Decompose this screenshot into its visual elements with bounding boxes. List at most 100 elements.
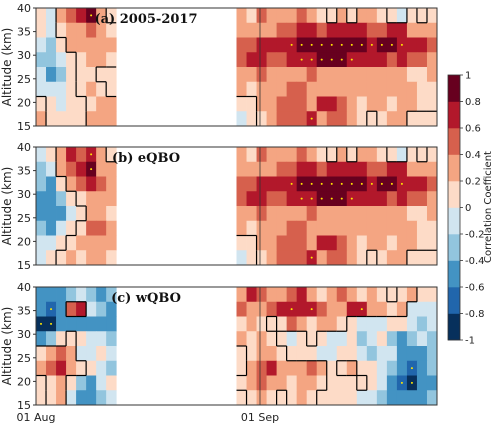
heatmap-cell (96, 375, 107, 391)
heatmap-cell (266, 301, 278, 317)
heatmap-cell (36, 346, 47, 362)
heatmap-cell (106, 220, 117, 236)
heatmap-cell (56, 8, 67, 24)
heatmap-cell (366, 346, 378, 362)
heatmap-cell (86, 176, 97, 192)
heatmap-cell (366, 96, 378, 112)
heatmap-cell (406, 235, 418, 251)
heatmap-cell (326, 287, 338, 303)
heatmap-cell (246, 375, 257, 391)
y-tick-label: 30 (17, 328, 31, 341)
heatmap-cell (276, 147, 288, 163)
heatmap-cell (316, 360, 328, 376)
heatmap-cell (386, 250, 398, 266)
heatmap-cell (46, 331, 57, 347)
significance-dot (310, 197, 313, 200)
heatmap-cell (246, 81, 257, 97)
heatmap-cell (266, 250, 278, 266)
heatmap-cell (396, 301, 408, 317)
heatmap-cell (376, 22, 388, 38)
heatmap-cell (336, 360, 348, 376)
heatmap-cell (66, 287, 77, 303)
heatmap-cell (426, 22, 438, 38)
significance-dot (350, 197, 353, 200)
heatmap-cell (416, 96, 428, 112)
heatmap-cell (416, 220, 428, 236)
heatmap-cell (296, 360, 308, 376)
heatmap-cell (386, 8, 398, 24)
axes-frame (35, 146, 438, 266)
heatmap-cell (276, 67, 288, 83)
heatmap-cell (56, 301, 67, 317)
heatmap-cell (86, 52, 97, 68)
heatmap-cell (66, 191, 77, 207)
colorbar-swatch (448, 313, 460, 341)
heatmap-cell (256, 161, 267, 177)
heatmap-cell (266, 81, 278, 97)
colorbar-swatch (448, 234, 460, 261)
heatmap-cell (96, 161, 107, 177)
heatmap-cell (346, 67, 358, 83)
heatmap-cell (376, 52, 388, 68)
heatmap-cell (266, 96, 278, 112)
heatmap-cell (236, 67, 247, 83)
heatmap-cell (386, 161, 398, 177)
colorbar-tick-label: 0.4 (465, 150, 481, 161)
heatmap-cell (256, 37, 267, 53)
heatmap-cell (396, 316, 408, 332)
heatmap-cell (256, 96, 267, 112)
heatmap-cell (106, 390, 117, 406)
colorbar-swatch (448, 181, 460, 208)
heatmap-cell (316, 22, 328, 38)
heatmap-cell (416, 331, 428, 347)
significance-dot (320, 197, 323, 200)
heatmap-cell (76, 360, 87, 376)
heatmap-cell (106, 161, 117, 177)
heatmap-cell (356, 331, 368, 347)
heatmap-cell (256, 147, 267, 163)
heatmap-cell (386, 390, 398, 406)
heatmap-cell (406, 346, 418, 362)
heatmap-cell (246, 96, 257, 112)
heatmap-cell (376, 316, 388, 332)
heatmap-cell (66, 81, 77, 97)
heatmap-cell (56, 360, 67, 376)
heatmap-cell (386, 316, 398, 332)
heatmap-cell (236, 346, 247, 362)
heatmap-cell (316, 301, 328, 317)
heatmap-cell (96, 331, 107, 347)
heatmap-cell (276, 22, 288, 38)
heatmap-cell (36, 52, 47, 68)
heatmap-cell (246, 206, 257, 222)
heatmap-cell (36, 111, 47, 127)
heatmap-cell (326, 161, 338, 177)
heatmap-cell (46, 287, 57, 303)
colorbar-tick-label: 0.8 (465, 97, 481, 108)
heatmap-cell (406, 96, 418, 112)
heatmap-cell (76, 8, 87, 24)
heatmap-cell (256, 390, 267, 406)
significance-dot (410, 367, 413, 370)
heatmap-cell (406, 52, 418, 68)
heatmap-cell (56, 250, 67, 266)
heatmap-cell (46, 22, 57, 38)
heatmap-cell (246, 37, 257, 53)
heatmap-cell (106, 52, 117, 68)
heatmap-cell (396, 235, 408, 251)
heatmap-cell (36, 37, 47, 53)
heatmap-cell (86, 67, 97, 83)
y-tick-label: 15 (17, 259, 31, 272)
heatmap-cell (336, 390, 348, 406)
heatmap-cell (76, 250, 87, 266)
heatmap-cell (406, 301, 418, 317)
heatmap-cell (426, 390, 438, 406)
heatmap-cell (236, 206, 247, 222)
heatmap-cell (106, 67, 117, 83)
y-tick-label: 20 (17, 235, 31, 248)
heatmap-cell (276, 375, 288, 391)
heatmap-cell (416, 8, 428, 24)
heatmap-cell (386, 67, 398, 83)
heatmap-cell (356, 287, 368, 303)
significance-dot (330, 58, 333, 61)
heatmap-cell (236, 287, 247, 303)
